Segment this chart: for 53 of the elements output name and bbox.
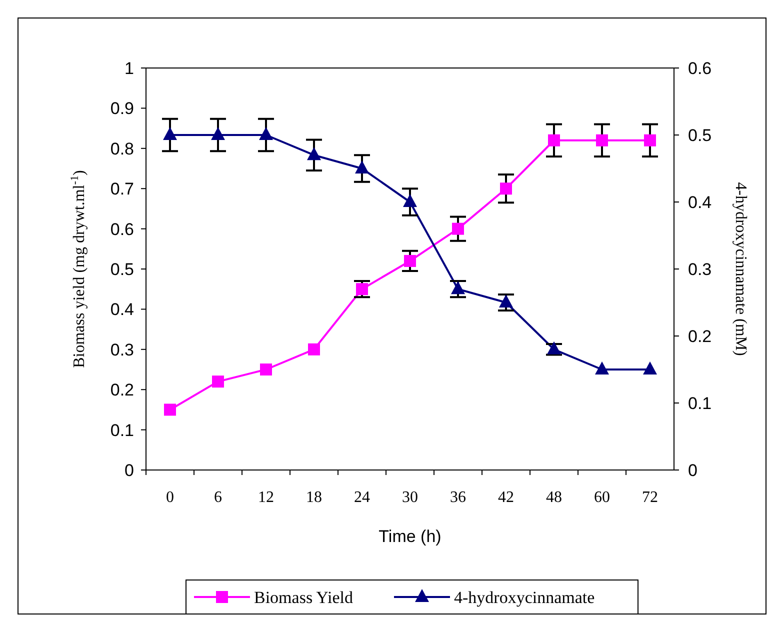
x-tick-label: 24: [354, 489, 370, 506]
x-tick-label: 36: [450, 489, 466, 506]
point: [355, 160, 369, 174]
y-tick-label: 0.2: [110, 380, 134, 400]
x-tick-label: 0: [166, 489, 174, 506]
point: [500, 182, 512, 195]
point: [211, 127, 225, 140]
point: [259, 127, 273, 140]
point: [596, 134, 608, 146]
y-tick-label: 0.4: [110, 300, 134, 320]
point: [260, 364, 272, 376]
point: [452, 222, 464, 235]
y-tick-label: 0.1: [110, 420, 134, 440]
legend-label: Biomass Yield: [254, 588, 354, 607]
point: [307, 147, 321, 160]
point: [643, 362, 657, 374]
y2-tick-label: 0: [688, 460, 698, 480]
legend-label: 4-hydroxycinnamate: [454, 588, 595, 607]
x-tick-label: 72: [642, 489, 658, 506]
y2-tick-label: 0.3: [688, 260, 712, 279]
y2-tick-label: 0.6: [688, 58, 712, 78]
point: [212, 376, 224, 388]
x-axis-title: Time (h): [378, 527, 442, 546]
x-tick-label: 18: [306, 489, 322, 506]
point: [451, 281, 465, 294]
point: [403, 194, 417, 207]
point: [644, 134, 656, 146]
y-tick-label: 0.6: [110, 220, 134, 239]
point: [548, 134, 560, 146]
y-tick-label: 0.3: [110, 340, 134, 360]
x-tick-label: 30: [402, 489, 418, 506]
point: [308, 343, 320, 356]
x-tick-label: 48: [546, 489, 562, 506]
y2-tick-label: 0.4: [688, 192, 712, 212]
point: [404, 254, 416, 267]
point: [499, 294, 513, 308]
point: [164, 404, 176, 416]
y2-tick-label: 0.2: [688, 326, 712, 346]
y-tick-label: 0.8: [110, 139, 134, 158]
y-tick-label: 1: [124, 58, 134, 78]
point: [163, 127, 177, 140]
x-tick-label: 60: [594, 489, 610, 506]
y-tick-label: 0.9: [110, 99, 134, 118]
y2-axis-title: 4-hydroxycinnamate (mM): [732, 182, 749, 356]
x-tick-label: 12: [258, 489, 274, 506]
y2-tick-label: 0.1: [688, 394, 712, 413]
y-tick-label: 0.7: [110, 180, 134, 199]
y2-tick-label: 0.5: [688, 126, 712, 145]
x-tick-label: 6: [214, 489, 222, 506]
y-tick-label: 0: [124, 460, 134, 480]
y-tick-label: 0.5: [110, 260, 134, 279]
point: [595, 362, 609, 374]
x-tick-label: 42: [498, 489, 514, 506]
